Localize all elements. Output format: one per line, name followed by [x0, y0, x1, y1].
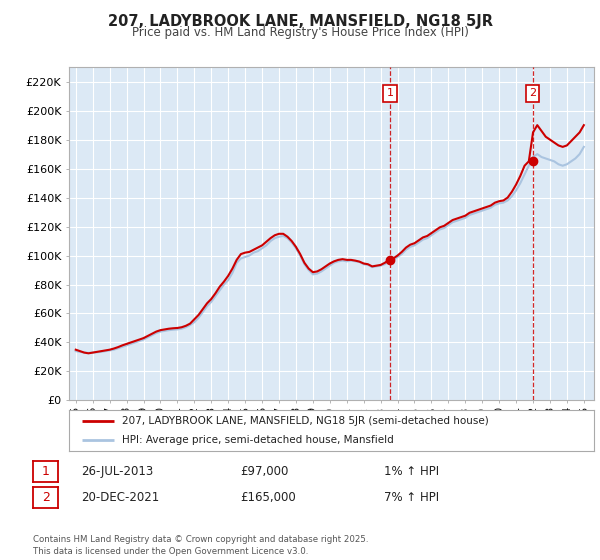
Text: 7% ↑ HPI: 7% ↑ HPI [384, 491, 439, 504]
Text: Price paid vs. HM Land Registry's House Price Index (HPI): Price paid vs. HM Land Registry's House … [131, 26, 469, 39]
Text: 26-JUL-2013: 26-JUL-2013 [81, 465, 153, 478]
Text: 207, LADYBROOK LANE, MANSFIELD, NG18 5JR: 207, LADYBROOK LANE, MANSFIELD, NG18 5JR [107, 14, 493, 29]
Text: 2: 2 [41, 491, 50, 504]
Text: £97,000: £97,000 [240, 465, 289, 478]
Text: 1: 1 [387, 88, 394, 98]
Text: HPI: Average price, semi-detached house, Mansfield: HPI: Average price, semi-detached house,… [121, 435, 393, 445]
Text: Contains HM Land Registry data © Crown copyright and database right 2025.
This d: Contains HM Land Registry data © Crown c… [33, 535, 368, 556]
Text: 2: 2 [529, 88, 536, 98]
Text: 1% ↑ HPI: 1% ↑ HPI [384, 465, 439, 478]
Text: 20-DEC-2021: 20-DEC-2021 [81, 491, 159, 504]
Text: £165,000: £165,000 [240, 491, 296, 504]
Text: 207, LADYBROOK LANE, MANSFIELD, NG18 5JR (semi-detached house): 207, LADYBROOK LANE, MANSFIELD, NG18 5JR… [121, 417, 488, 426]
Text: 1: 1 [41, 465, 50, 478]
